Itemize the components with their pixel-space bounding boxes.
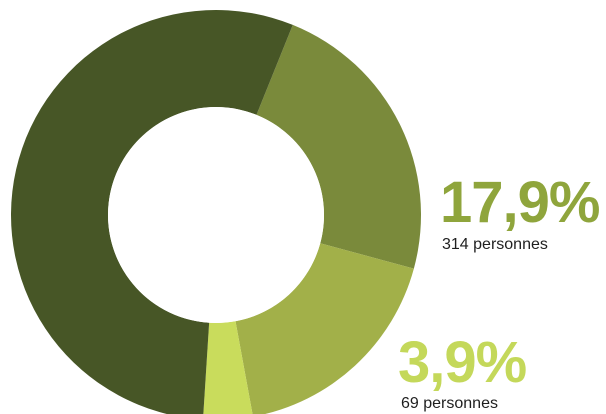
donut-slice-0 [256,24,421,269]
donut-hole [108,107,324,323]
donut-slice-1 [235,243,414,414]
slice-label-percent-2: 3,9% [398,330,527,395]
slice-label-percent-1: 17,9% [440,170,600,235]
donut-slice-3 [11,10,293,414]
donut-slice-2 [203,321,253,414]
slice-label-count-2: 69 personnes [401,395,498,412]
donut-slices [11,10,421,414]
slice-label-count-1: 314 personnes [442,236,548,253]
